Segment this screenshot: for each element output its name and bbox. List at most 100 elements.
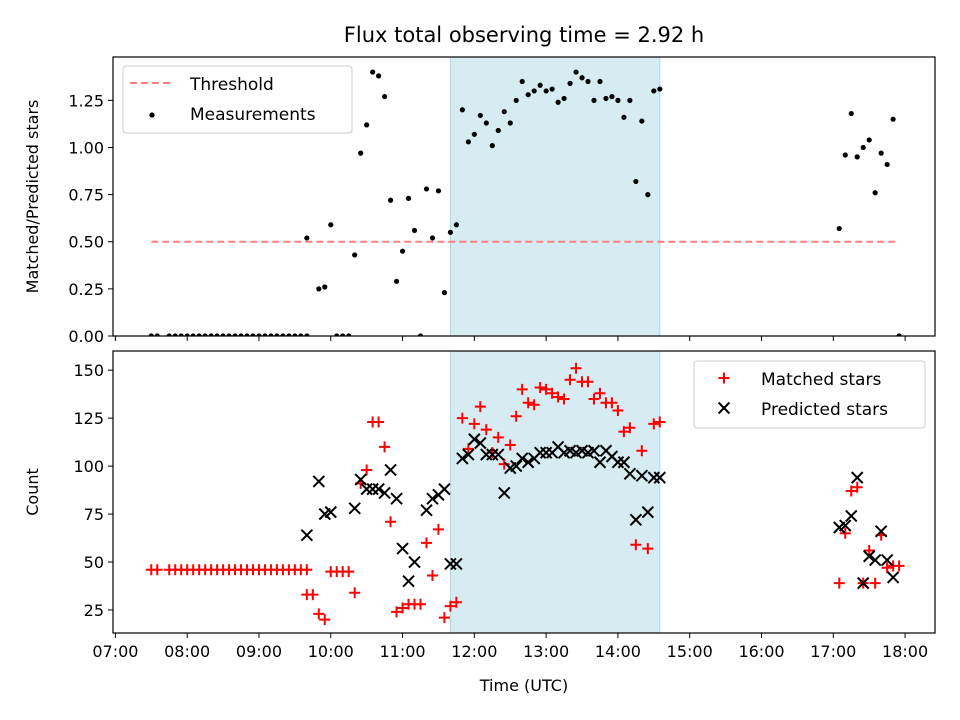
measurement-point [561,95,567,102]
measurement-point [286,333,292,336]
predicted-star-marker [492,448,505,461]
matched-star-marker [552,391,564,403]
matched-star-marker [468,418,480,430]
matched-star-marker [654,416,666,428]
predicted-star-marker [617,456,631,469]
predicted-star-marker [366,482,379,496]
measurement-point [220,333,226,336]
x-axis-label: Time (UTC) [479,676,568,695]
measurement-point [860,144,866,151]
x-tick-label: 16:00 [738,642,784,661]
predicted-star-marker [839,519,852,532]
measurement-point [208,333,214,336]
measurement-point [328,222,334,228]
legend-matched-label: Matched stars [761,370,881,390]
measurement-point [387,197,394,203]
measurement-point [477,112,483,119]
legend-box [122,65,353,134]
measurement-point [172,333,178,336]
predicted-star-marker [402,574,415,588]
measurement-point [148,333,154,336]
x-tick-label: 14:00 [595,642,641,661]
matched-star-marker [618,426,630,438]
measurement-point [884,161,890,168]
matched-star-marker [480,424,492,436]
x-tick-label: 13:00 [523,642,569,661]
measurement-point [848,110,854,117]
measurement-point [298,333,304,336]
y-tick-label: 125 [73,409,104,428]
x-tick-label: 07:00 [92,642,138,661]
predicted-star-marker [593,456,607,469]
measurement-point [513,97,519,103]
legend-predicted-swatch [717,401,731,415]
x-tick-label: 17:00 [810,642,856,661]
bottom-panel: 25 50 75 100 125 150 07:00 08:00 09:00 10:00 11:00… [23,350,936,695]
predicted-star-marker [851,471,864,484]
measurement-point [268,333,274,336]
matched-star-marker [582,376,594,388]
measurement-point [615,97,621,103]
measurement-point [250,333,256,336]
measurement-point [178,333,184,336]
y-tick-label: 1.00 [68,138,104,157]
matched-star-marker [510,410,522,422]
matched-star-marker [540,383,552,395]
measurement-point [202,333,208,336]
matched-star-marker [319,614,331,626]
x-tick-label: 10:00 [308,642,354,661]
matched-star-marker [151,564,163,576]
matched-star-marker [474,401,486,413]
figure-title: Flux total observing time = 2.92 h [344,23,704,47]
measurement-point [543,88,549,94]
x-tick-label: 18:00 [882,642,928,661]
y-tick-label: 75 [84,505,104,524]
measurement-point [196,333,202,336]
matched-star-marker [546,387,558,399]
y-tick-label: 0.50 [68,233,104,252]
legend-threshold-label: Threshold [189,75,274,95]
predicted-star-marker [384,463,397,477]
predicted-star-marker [390,492,403,505]
predicted-star-marker [348,502,361,515]
y-tick-label: 100 [73,457,104,476]
predicted-star-marker [623,467,637,480]
measurement-point [567,80,573,86]
measurement-point [842,152,848,158]
measurement-point [621,114,627,120]
matched-star-marker [397,602,409,614]
matched-star-marker [833,577,845,589]
measurement-point [651,88,657,94]
predicted-star-marker [456,452,469,465]
predicted-star-marker [857,576,870,590]
measurement-point [352,252,358,258]
predicted-star-marker [312,475,326,488]
measurement-point [226,333,232,336]
measurement-point [190,333,196,336]
matched-star-marker [432,523,444,535]
predicted-star-marker [462,448,475,461]
measurement-point [393,278,400,284]
matched-star-marker [462,443,474,455]
matched-star-marker [301,564,313,576]
measurement-point [501,109,507,115]
measurement-point [423,186,430,192]
measurement-point [316,286,322,292]
x-tick-label: 12:00 [451,642,497,661]
predicted-star-marker [468,433,481,446]
measurement-point [382,93,388,100]
matched-star-marker [450,596,462,608]
matched-star-marker [420,537,432,549]
predicted-star-marker [300,528,314,542]
predicted-star-marker [653,471,667,484]
measurement-point [657,86,663,92]
matched-star-marker [528,399,540,411]
measurement-point [232,333,238,336]
matched-star-marker [385,516,397,528]
measurement-point [447,229,454,235]
matched-star-marker [642,543,654,555]
predicted-star-marker [587,444,601,457]
matched-star-marker [863,545,875,557]
measurement-point [836,225,842,232]
